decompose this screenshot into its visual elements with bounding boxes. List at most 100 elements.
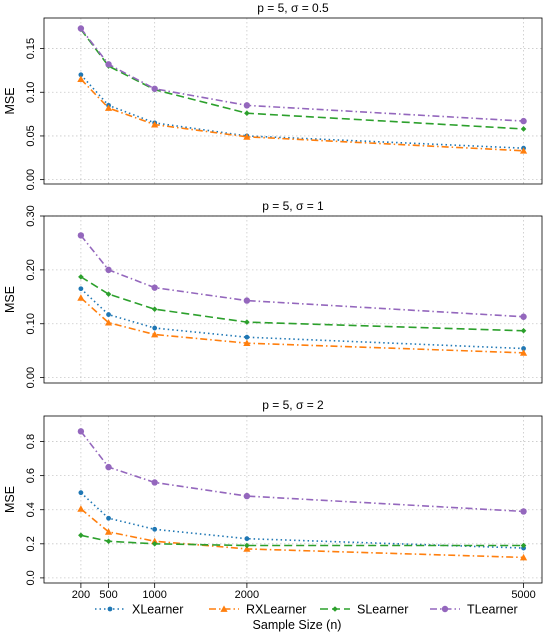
- data-point-slearner: [151, 306, 158, 312]
- legend-label-slearner: SLearner: [357, 603, 408, 617]
- legend: XLearner RXLearner SLearner TLearner: [95, 603, 518, 617]
- data-point-rxlearner: [77, 294, 85, 301]
- data-point-rxlearner: [519, 553, 528, 561]
- data-point-tlearner: [151, 479, 158, 486]
- data-point-rxlearner: [519, 147, 528, 154]
- y-tick-label: 0.10: [25, 313, 37, 334]
- data-point-rxlearner: [243, 133, 251, 140]
- data-point-slearner: [244, 110, 250, 117]
- y-tick-label: 0.20: [25, 259, 37, 280]
- y-tick-label: 0.30: [25, 205, 37, 226]
- data-point-xlearner: [78, 286, 84, 292]
- y-tick-label: 0.15: [25, 38, 37, 59]
- x-tick-label: 200: [72, 589, 90, 601]
- legend-label-xlearner: XLearner: [132, 603, 183, 617]
- data-point-xlearner: [78, 490, 84, 496]
- data-point-slearner: [244, 319, 250, 325]
- y-axis-label: MSE: [3, 286, 17, 313]
- x-tick-label: 500: [99, 589, 117, 601]
- x-tick-label: 2000: [235, 589, 259, 601]
- series-line-tlearner: [80, 430, 524, 513]
- panel-title: p = 5, σ = 2: [262, 398, 324, 412]
- y-tick-label: 0.6: [25, 468, 37, 483]
- x-tick-label: 1000: [142, 589, 166, 601]
- data-point-tlearner: [105, 463, 112, 471]
- series-line-xlearner: [80, 288, 524, 350]
- data-point-tlearner: [77, 232, 85, 239]
- plot-frame: [43, 415, 543, 584]
- data-point-tlearner: [243, 492, 251, 500]
- plot-frame: [43, 215, 543, 384]
- data-point-xlearner: [78, 72, 84, 78]
- data-point-tlearner: [243, 297, 251, 304]
- data-point-slearner: [78, 274, 84, 280]
- data-point-tlearner: [77, 25, 85, 32]
- x-tick-label: 5000: [511, 589, 535, 601]
- data-point-xlearner: [152, 325, 158, 331]
- data-point-tlearner: [151, 284, 158, 291]
- y-tick-label: 0.2: [25, 536, 37, 551]
- series-line-slearner: [80, 28, 524, 130]
- panel-title: p = 5, σ = 0.5: [257, 1, 329, 15]
- data-point-slearner: [520, 542, 527, 549]
- data-point-tlearner: [520, 313, 527, 320]
- data-point-rxlearner: [77, 505, 85, 512]
- y-tick-label: 0.05: [25, 125, 37, 146]
- y-tick-label: 0.10: [25, 82, 37, 103]
- data-point-rxlearner: [104, 104, 113, 111]
- series-line-rxlearner: [80, 508, 524, 559]
- data-point-rxlearner: [104, 319, 113, 326]
- panel-1: 0.00 0.05 0.10 0.15 MSE p = 5, σ = 0.5: [3, 1, 543, 190]
- data-point-xlearner: [106, 312, 111, 317]
- data-point-tlearner: [105, 266, 112, 274]
- legend-label-rxlearner: RXLearner: [246, 603, 306, 617]
- data-point-xlearner: [244, 334, 250, 340]
- data-point-tlearner: [77, 428, 85, 435]
- y-tick-label: 0.00: [25, 169, 37, 190]
- series-line-tlearner: [80, 27, 524, 122]
- data-point-rxlearner: [243, 545, 251, 552]
- data-point-slearner: [520, 327, 527, 334]
- series-line-rxlearner: [80, 78, 524, 152]
- legend-marker-xlearner: [107, 606, 113, 612]
- x-axis: 200 500 1000 2000 5000: [72, 583, 536, 601]
- panel-3: 0.0 0.2 0.4 0.6 0.8 MSE p = 5, σ = 2: [3, 398, 543, 586]
- legend-marker-rxlearner: [220, 605, 228, 612]
- data-point-rxlearner: [151, 120, 159, 128]
- data-point-tlearner: [151, 85, 158, 92]
- y-tick-label: 0.00: [25, 367, 37, 388]
- data-point-rxlearner: [243, 339, 251, 347]
- y-tick-label: 0.4: [25, 502, 37, 517]
- data-point-tlearner: [105, 61, 112, 68]
- data-point-xlearner: [152, 526, 158, 532]
- x-axis-label: Sample Size (n): [253, 618, 342, 632]
- data-point-slearner: [105, 538, 112, 545]
- data-point-xlearner: [106, 515, 111, 521]
- legend-label-tlearner: TLearner: [467, 603, 518, 617]
- data-point-rxlearner: [151, 330, 159, 338]
- data-point-tlearner: [243, 102, 251, 109]
- panel-title: p = 5, σ = 1: [262, 199, 324, 213]
- legend-marker-slearner: [332, 606, 338, 612]
- series-line-rxlearner: [80, 297, 524, 354]
- series-line-tlearner: [80, 234, 524, 318]
- data-point-rxlearner: [104, 528, 113, 535]
- data-point-tlearner: [520, 117, 527, 125]
- legend-marker-tlearner: [441, 605, 449, 613]
- data-point-rxlearner: [151, 537, 159, 545]
- data-point-slearner: [520, 126, 527, 132]
- data-point-xlearner: [244, 536, 250, 542]
- data-point-tlearner: [520, 508, 527, 515]
- data-point-slearner: [78, 532, 84, 539]
- series-line-slearner: [80, 276, 524, 332]
- y-axis-label: MSE: [3, 87, 17, 114]
- data-point-slearner: [244, 542, 250, 549]
- panel-2: 0.00 0.10 0.20 0.30 MSE p = 5, σ = 1: [3, 199, 543, 388]
- data-point-xlearner: [521, 346, 526, 351]
- plot-frame: [43, 17, 543, 185]
- y-tick-label: 0.0: [25, 570, 37, 585]
- data-point-rxlearner: [77, 75, 85, 83]
- data-point-slearner: [105, 291, 112, 297]
- y-tick-label: 0.8: [25, 434, 37, 449]
- series-line-xlearner: [80, 492, 524, 549]
